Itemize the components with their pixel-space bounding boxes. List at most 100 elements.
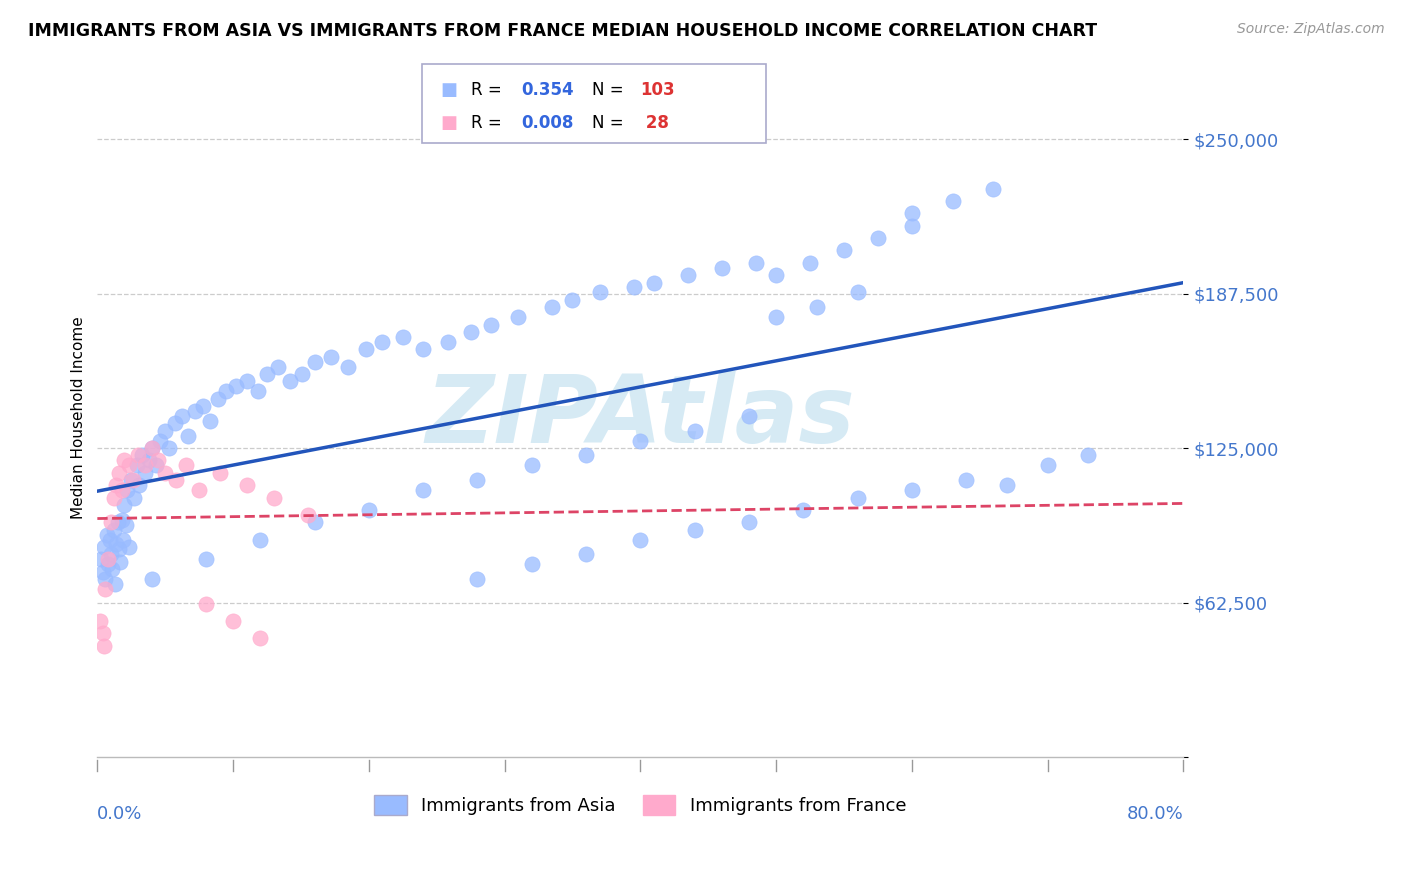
Point xyxy=(541,300,564,314)
Point xyxy=(193,399,215,413)
Point xyxy=(846,491,869,505)
Point xyxy=(249,533,271,547)
Point xyxy=(121,473,143,487)
Point xyxy=(901,219,924,233)
Point xyxy=(738,515,761,529)
Point xyxy=(412,483,434,497)
Point xyxy=(806,300,828,314)
Point xyxy=(114,498,136,512)
Point xyxy=(215,384,238,399)
Point xyxy=(94,572,117,586)
Text: 0.008: 0.008 xyxy=(522,114,574,132)
Point xyxy=(263,491,285,505)
Text: R =: R = xyxy=(471,80,508,98)
Point xyxy=(115,483,138,497)
Point xyxy=(628,434,651,448)
Point xyxy=(460,325,482,339)
Point xyxy=(371,334,394,349)
Text: ZIPAtlas: ZIPAtlas xyxy=(426,371,855,463)
Y-axis label: Median Household Income: Median Household Income xyxy=(72,316,86,518)
Point xyxy=(304,354,326,368)
Point xyxy=(866,231,889,245)
Point xyxy=(357,503,380,517)
Text: 0.0%: 0.0% xyxy=(97,805,143,822)
Point xyxy=(561,293,583,307)
Point xyxy=(105,478,128,492)
Point xyxy=(91,626,114,640)
Point xyxy=(256,367,278,381)
Point xyxy=(304,515,326,529)
Point xyxy=(114,453,136,467)
Point xyxy=(94,582,117,596)
Point xyxy=(792,503,814,517)
Point xyxy=(122,491,145,505)
Point xyxy=(157,441,180,455)
Point xyxy=(676,268,699,282)
Point xyxy=(901,206,924,220)
Point xyxy=(149,434,172,448)
Point xyxy=(188,483,211,497)
Point xyxy=(208,466,231,480)
Point xyxy=(98,533,121,547)
Point xyxy=(108,542,131,557)
Point xyxy=(799,256,821,270)
Point xyxy=(235,478,257,492)
Point xyxy=(90,552,112,566)
Text: Source: ZipAtlas.com: Source: ZipAtlas.com xyxy=(1237,22,1385,37)
Point xyxy=(981,181,1004,195)
Point xyxy=(391,330,413,344)
Point xyxy=(955,473,977,487)
Point xyxy=(101,562,124,576)
Point xyxy=(131,449,153,463)
Point xyxy=(108,466,131,480)
Point xyxy=(575,547,598,561)
Point xyxy=(89,614,111,628)
Point xyxy=(107,515,129,529)
Point xyxy=(177,428,200,442)
Point xyxy=(235,375,257,389)
Point xyxy=(148,453,170,467)
Point xyxy=(127,449,149,463)
Text: 103: 103 xyxy=(640,80,675,98)
Point xyxy=(738,409,761,423)
Point xyxy=(1077,449,1099,463)
Point xyxy=(134,466,156,480)
Point xyxy=(141,572,163,586)
Point xyxy=(297,508,319,522)
Text: ■: ■ xyxy=(440,80,457,98)
Point xyxy=(112,533,135,547)
Point xyxy=(354,343,377,357)
Point xyxy=(145,458,167,473)
Legend: Immigrants from Asia, Immigrants from France: Immigrants from Asia, Immigrants from Fr… xyxy=(367,788,914,822)
Point xyxy=(111,513,134,527)
Point xyxy=(246,384,269,399)
Text: R =: R = xyxy=(471,114,508,132)
Point xyxy=(97,558,120,572)
Point xyxy=(901,483,924,497)
Point xyxy=(225,379,247,393)
Point xyxy=(93,639,115,653)
Point xyxy=(194,552,217,566)
Point xyxy=(588,285,610,300)
Point xyxy=(117,458,139,473)
Point xyxy=(479,318,502,332)
Point xyxy=(155,424,177,438)
Text: N =: N = xyxy=(592,114,628,132)
Point xyxy=(412,343,434,357)
Point xyxy=(104,577,127,591)
Point xyxy=(163,417,186,431)
Point xyxy=(436,334,458,349)
Point xyxy=(467,473,489,487)
Point xyxy=(117,540,139,554)
Point xyxy=(155,466,177,480)
Point xyxy=(96,527,118,541)
Point xyxy=(765,268,787,282)
Text: N =: N = xyxy=(592,80,628,98)
Point xyxy=(683,424,706,438)
Point xyxy=(111,483,134,497)
Point xyxy=(832,244,855,258)
Point xyxy=(141,441,163,455)
Point xyxy=(744,256,766,270)
Point xyxy=(643,276,665,290)
Point xyxy=(995,478,1018,492)
